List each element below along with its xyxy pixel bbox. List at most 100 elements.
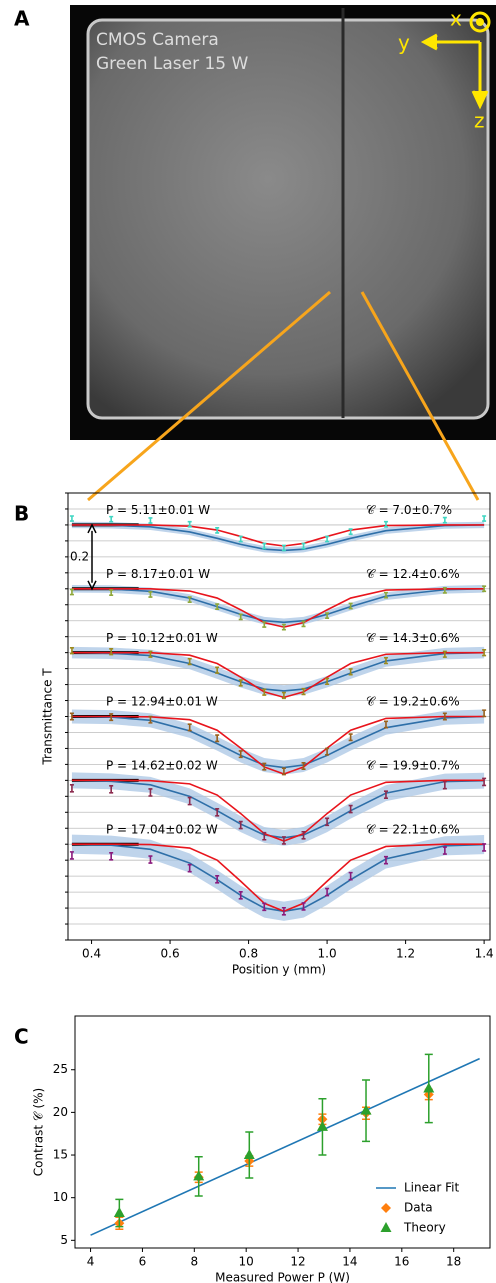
data-error-bar <box>281 544 286 552</box>
data-error-bar <box>187 596 192 603</box>
data-error-bar <box>69 784 74 793</box>
data-error-bar <box>325 535 330 543</box>
data-error-bar <box>148 591 153 598</box>
theory-line <box>71 779 485 842</box>
fit-band <box>71 834 485 921</box>
plot-frame <box>67 492 491 941</box>
data-error-bar <box>383 790 388 800</box>
data-error-bar <box>325 612 330 619</box>
axis-out-icon <box>476 18 484 26</box>
data-error-bar <box>238 679 243 687</box>
data-error-bar <box>383 520 388 528</box>
data-error-bar <box>482 515 487 522</box>
y-tick-label: 20 <box>53 1105 68 1119</box>
power-label: P = 12.94±0.01 W <box>106 695 218 709</box>
data-error-bar <box>281 836 286 845</box>
data-error-bar <box>187 520 192 528</box>
data-error-bar <box>148 855 153 864</box>
fit-line <box>71 587 485 624</box>
data-error-bar <box>262 688 267 696</box>
data-error-bar <box>442 712 447 721</box>
data-error-bar <box>383 591 388 599</box>
data-error-bar <box>325 817 330 827</box>
data-error-bar <box>281 691 286 700</box>
panel-a: A CMOS Camera Green Laser 15 W x y z <box>14 5 496 502</box>
x-tick-label: 1.2 <box>396 947 415 961</box>
data-error-bar <box>69 647 74 655</box>
contrast-label: 𝒞 = 14.3±0.6% <box>366 631 460 645</box>
data-error-bar <box>281 767 286 776</box>
data-error-bar <box>262 762 267 771</box>
plot-frame <box>74 1015 491 1249</box>
y-axis-label: Transmittance T <box>41 668 55 766</box>
theory-marker <box>193 1170 205 1181</box>
fit-band <box>71 709 485 775</box>
contrast-label: 𝒞 = 12.4±0.6% <box>366 567 460 581</box>
fit-line <box>71 524 485 552</box>
theory-marker <box>380 1222 392 1232</box>
data-error-bar <box>325 747 330 756</box>
data-error-bar <box>383 855 388 865</box>
axis-label: z <box>474 109 485 133</box>
data-error-bar <box>482 648 487 657</box>
theory-line <box>71 587 485 628</box>
camera-image <box>86 18 490 420</box>
x-tick-label: 6 <box>139 1255 147 1269</box>
fit-line <box>90 1057 480 1236</box>
data-error-bar <box>148 517 153 524</box>
fit-line <box>71 779 485 839</box>
legend-label: Theory <box>403 1221 446 1235</box>
data-error-bar <box>442 516 447 524</box>
panel-label: B <box>14 502 29 526</box>
data-error-bar <box>215 603 220 611</box>
x-tick-label: 0.4 <box>82 947 101 961</box>
fit-band <box>71 772 485 846</box>
x-tick-label: 14 <box>342 1255 357 1269</box>
data-error-bar <box>262 831 267 841</box>
x-tick-label: 16 <box>394 1255 409 1269</box>
data-error-bar <box>348 733 353 742</box>
fit-line <box>71 651 485 692</box>
data-error-bar <box>348 602 353 610</box>
theory-line <box>71 715 485 775</box>
y-tick-label: 25 <box>53 1062 68 1076</box>
data-error-bar <box>442 780 447 790</box>
data-error-bar <box>109 852 114 861</box>
theory-line <box>71 843 485 913</box>
theory-marker <box>316 1120 328 1131</box>
x-axis-label: Position y (mm) <box>232 963 326 977</box>
data-error-bar <box>301 620 306 628</box>
data-error-bar <box>281 906 286 916</box>
data-error-bar <box>442 587 447 594</box>
power-label: P = 8.17±0.01 W <box>106 567 210 581</box>
data-error-bar <box>348 804 353 814</box>
data-error-bar <box>109 515 114 523</box>
contrast-label: 𝒞 = 19.9±0.7% <box>366 758 460 772</box>
y-tick-label: 10 <box>53 1190 68 1204</box>
theory-marker <box>360 1104 372 1115</box>
data-error-bar <box>215 527 220 534</box>
data-error-bar <box>187 863 192 873</box>
contrast-label: 𝒞 = 7.0±0.7% <box>366 503 452 517</box>
theory-line <box>71 524 485 547</box>
axis-out-icon <box>469 11 491 33</box>
theory-marker <box>243 1149 255 1160</box>
data-error-bar <box>482 777 487 787</box>
theory-marker <box>113 1207 125 1218</box>
data-error-bar <box>109 648 114 656</box>
fit-band <box>71 646 485 697</box>
x-tick-label: 10 <box>239 1255 254 1269</box>
x-tick-label: 1.0 <box>318 947 337 961</box>
data-error-bar <box>348 668 353 676</box>
data-error-bar <box>301 830 306 840</box>
axis-label: y <box>398 31 410 55</box>
data-error-bar <box>238 820 243 830</box>
data-error-bar <box>442 650 447 658</box>
data-error-bar <box>238 750 243 759</box>
power-label: P = 17.04±0.02 W <box>106 822 218 836</box>
scale-bar-label: 0.2 <box>70 549 89 563</box>
data-error-bar <box>69 851 74 860</box>
data-error-bar <box>69 712 74 721</box>
data-error-bar <box>187 657 192 666</box>
annotation: Green Laser 15 W <box>96 54 249 74</box>
